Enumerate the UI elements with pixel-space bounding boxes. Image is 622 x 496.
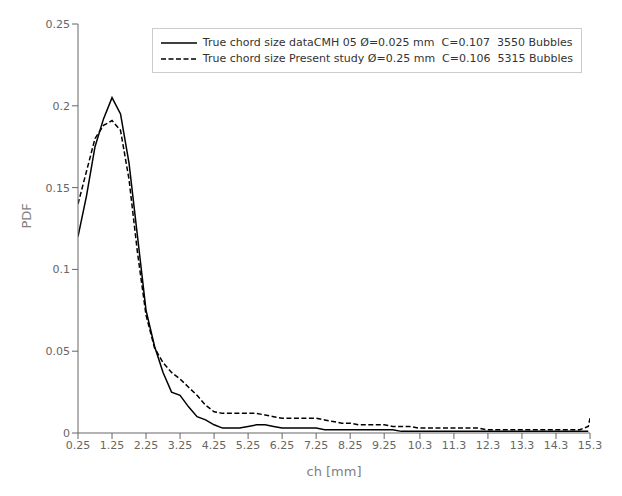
svg-text:5.25: 5.25 xyxy=(236,439,261,452)
svg-text:11.3: 11.3 xyxy=(442,439,467,452)
svg-text:13.3: 13.3 xyxy=(510,439,535,452)
svg-text:0.05: 0.05 xyxy=(46,345,71,358)
svg-text:14.3: 14.3 xyxy=(544,439,569,452)
svg-text:0.25: 0.25 xyxy=(46,18,71,31)
svg-text:12.3: 12.3 xyxy=(476,439,501,452)
svg-text:3.25: 3.25 xyxy=(168,439,193,452)
svg-text:2.25: 2.25 xyxy=(134,439,159,452)
html-text:True chord size Present study: True chord size Present study Ø=0.25 mm … xyxy=(202,52,573,65)
svg-text:0.1: 0.1 xyxy=(53,263,71,276)
svg-text:9.25: 9.25 xyxy=(372,439,397,452)
svg-text:ch [mm]: ch [mm] xyxy=(307,464,362,479)
svg-text:PDF: PDF xyxy=(19,203,34,228)
svg-text:1.25: 1.25 xyxy=(100,439,125,452)
svg-text:0.15: 0.15 xyxy=(46,182,71,195)
svg-text:0.25: 0.25 xyxy=(66,439,91,452)
svg-text:0.2: 0.2 xyxy=(53,100,71,113)
svg-text:0: 0 xyxy=(63,427,70,440)
svg-text:15.3: 15.3 xyxy=(578,439,603,452)
svg-text:7.25: 7.25 xyxy=(304,439,329,452)
svg-text:6.25: 6.25 xyxy=(270,439,295,452)
svg-text:8.25: 8.25 xyxy=(338,439,363,452)
svg-text:10.3: 10.3 xyxy=(408,439,433,452)
svg-text:4.25: 4.25 xyxy=(202,439,227,452)
html-text:True chord size dataCMH 05 Ø=0: True chord size dataCMH 05 Ø=0.025 mm C=… xyxy=(202,36,573,49)
